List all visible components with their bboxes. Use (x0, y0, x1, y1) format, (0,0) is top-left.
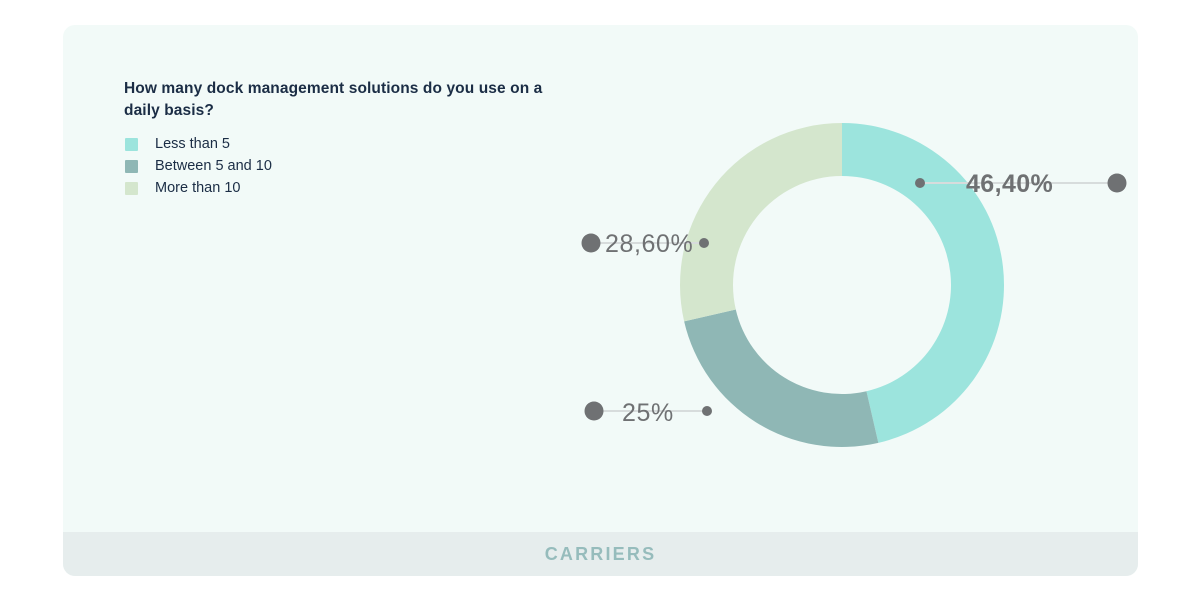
slice-value-label-more-than-10: 28,60% (605, 230, 694, 258)
donut-slice[interactable] (842, 123, 1005, 443)
card-body: How many dock management solutions do yo… (63, 25, 1138, 532)
slice-value-label-between-5-and-10: 25% (622, 399, 674, 427)
donut-slice[interactable] (684, 309, 879, 447)
donut-chart-svg (680, 123, 1005, 447)
slice-value-label-less-than-5: 46,40% (966, 170, 1054, 198)
legend-swatch-icon (125, 137, 138, 151)
leader-dot-large (1107, 173, 1127, 193)
page-title: How many dock management solutions do yo… (124, 80, 543, 120)
footer-band: CARRIERS (63, 532, 1138, 576)
leader-dot-large (584, 401, 604, 421)
legend-item-label: More than 10 (155, 179, 241, 196)
legend-item-between-5-and-10: Between 5 and 10 (125, 155, 485, 177)
legend-item-more-than-10: More than 10 (125, 177, 485, 199)
leader-dot-large (581, 233, 601, 253)
legend-swatch-icon (125, 159, 138, 173)
footer-group-label: CARRIERS (544, 543, 657, 564)
chart-card: How many dock management solutions do yo… (63, 25, 1138, 576)
legend-item-less-than-5: Less than 5 (125, 133, 485, 155)
donut-chart (680, 123, 1005, 447)
legend-swatch-icon (125, 181, 138, 195)
legend-item-label: Less than 5 (155, 135, 230, 152)
donut-slice[interactable] (680, 123, 842, 322)
chart-legend: Less than 5 Between 5 and 10 More than 1… (125, 133, 485, 199)
legend-item-label: Between 5 and 10 (155, 157, 272, 174)
